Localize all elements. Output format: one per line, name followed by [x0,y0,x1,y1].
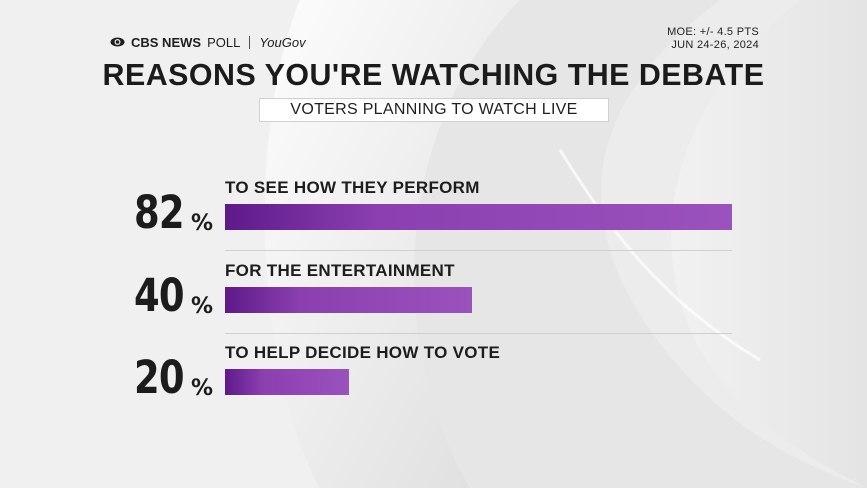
percent-value: 82 [134,186,185,239]
subtitle-text: VOTERS PLANNING TO WATCH LIVE [290,101,578,118]
brand-partner: YouGov [259,34,306,50]
category-label: TO HELP DECIDE HOW TO VOTE [225,343,501,362]
percent-sign: % [191,294,214,319]
percent-label: 20% [134,345,218,403]
percent-sign: % [191,211,214,236]
moe-line: MOE: +/- 4.5 PTS [667,26,759,38]
bar [225,204,732,230]
percent-value: 40 [134,269,185,322]
bar-row: 82% TO SEE HOW THEY PERFORM [0,176,867,246]
bar [225,369,349,395]
bar-row: 20% TO HELP DECIDE HOW TO VOTE [0,341,867,411]
brand-separator [249,35,251,49]
brand-network: CBS NEWS [131,34,202,50]
percent-label: 40% [134,263,218,321]
category-label: TO SEE HOW THEY PERFORM [225,178,480,197]
row-divider [225,250,732,251]
percent-sign: % [191,376,214,401]
bar-row: 40% FOR THE ENTERTAINMENT [0,259,867,329]
cbs-eye-icon [110,37,125,47]
chart-title: REASONS YOU'RE WATCHING THE DEBATE [102,57,765,92]
brand-poll: POLL [207,34,241,50]
brand-logo: CBS NEWS POLL YouGov [110,34,306,50]
bar [225,287,472,313]
percent-label: 82% [134,180,218,238]
row-divider [225,333,732,334]
percent-value: 20 [134,351,185,404]
chart-subtitle: VOTERS PLANNING TO WATCH LIVE [259,98,609,122]
category-label: FOR THE ENTERTAINMENT [225,261,455,280]
poll-dates: JUN 24-26, 2024 [671,39,759,51]
margin-of-error: MOE: +/- 4.5 PTS JUN 24-26, 2024 [667,26,759,52]
